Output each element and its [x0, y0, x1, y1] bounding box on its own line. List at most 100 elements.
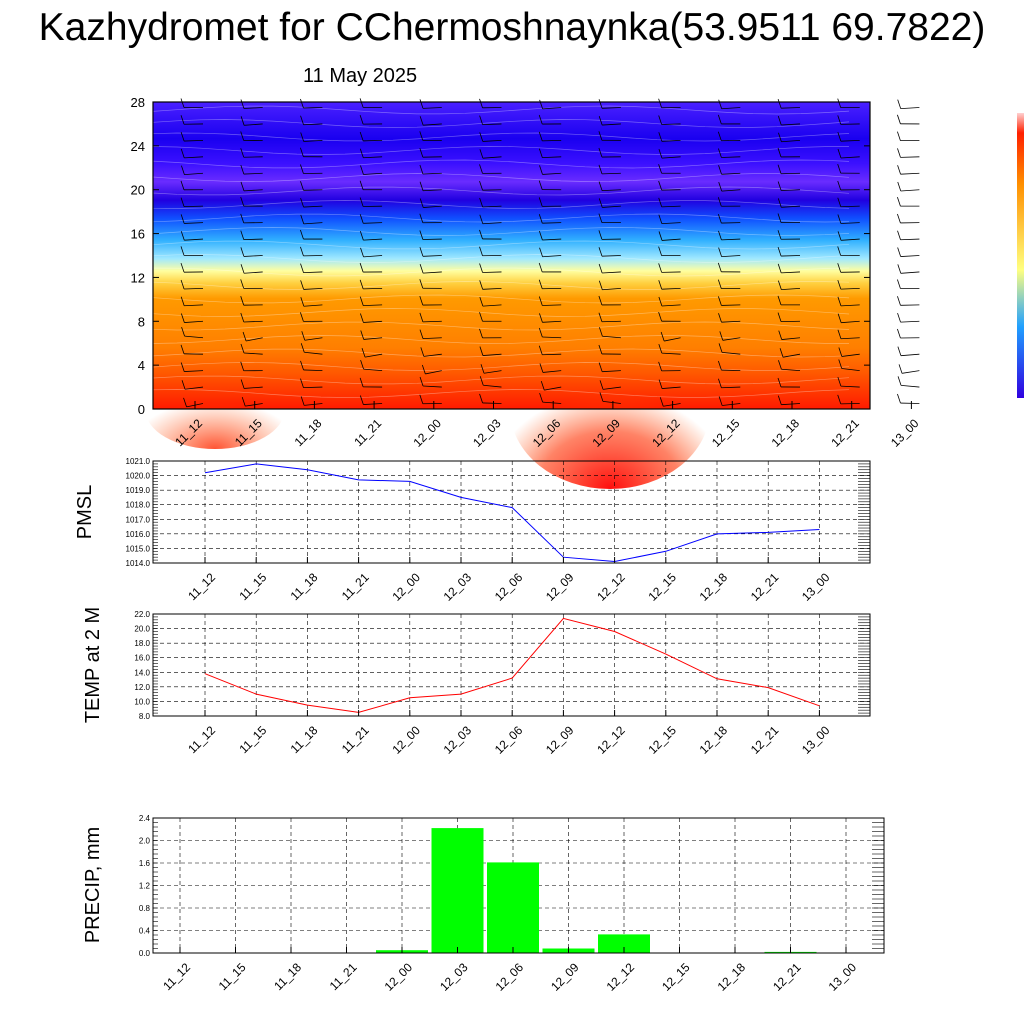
wind-barb-flag: [717, 296, 722, 306]
wind-barb-flag: [419, 329, 424, 339]
wind-barb-flag: [419, 263, 424, 274]
wind-barb: [542, 320, 562, 323]
contour-line: [152, 173, 850, 182]
p1-x-tick-label: 12_06: [492, 570, 526, 604]
wind-barb-flag: [718, 247, 722, 257]
wind-barb: [900, 189, 920, 192]
heatmap-y-tick-label: 8: [138, 314, 145, 329]
wind-barb-flag: [598, 362, 603, 372]
wind-barb: [303, 189, 323, 191]
wind-barb-flag: [300, 360, 304, 371]
p1-y-tick-label: 1017.0: [126, 515, 151, 524]
wind-barb-flag: [479, 328, 483, 338]
wind-barb-flag: [300, 246, 304, 256]
wind-barb-flag: [658, 164, 662, 174]
wind-barb: [303, 205, 323, 208]
p3-x-tick-label: 12_18: [715, 960, 749, 994]
wind-barb: [246, 337, 263, 342]
wind-barb-flag: [301, 331, 306, 341]
wind-barb-flag: [837, 246, 842, 256]
wind-barb-flag: [300, 280, 305, 290]
wind-barb: [423, 271, 442, 274]
wind-barb: [781, 139, 801, 143]
wind-barb: [602, 287, 621, 291]
contour-line: [152, 186, 850, 196]
wind-barb-flag: [539, 230, 543, 241]
wind-barb: [243, 189, 263, 192]
wind-barb-flag: [538, 114, 543, 125]
wind-barb: [781, 205, 801, 208]
contour-line: [152, 375, 850, 385]
wind-barb-flag: [598, 131, 603, 141]
p3-y-tick-label: 2.4: [139, 814, 151, 823]
wind-barb: [900, 238, 920, 241]
wind-barb: [363, 368, 383, 372]
wind-barb-flag: [419, 376, 424, 387]
p2-y-tick-label: 16.0: [134, 654, 150, 663]
p2-y-tick-label: 14.0: [134, 668, 150, 677]
wind-barb-flag: [240, 213, 245, 223]
wind-barb-flag: [777, 246, 782, 257]
wind-barb: [243, 172, 263, 175]
wind-barb-flag: [658, 197, 663, 207]
wind-barb: [602, 123, 621, 126]
p2-x-tick-label: 12_21: [748, 723, 782, 757]
wind-barb: [423, 353, 442, 357]
heatmap-x-tick-label: 12_21: [828, 416, 862, 450]
wind-barb-flag: [777, 147, 782, 158]
wind-barb-flag: [359, 230, 364, 241]
wind-barb-flag: [539, 393, 543, 403]
heatmap-x-tick-label: 13_00: [888, 416, 922, 450]
wind-barb-flag: [240, 148, 245, 158]
wind-barb: [544, 386, 562, 391]
p2-x-tick-label: 12_00: [389, 723, 423, 757]
wind-barb: [661, 287, 681, 290]
wind-barb-flag: [658, 231, 663, 241]
wind-barb-flag: [598, 230, 603, 240]
wind-barb: [363, 337, 383, 340]
wind-barb-flag: [300, 263, 304, 273]
wind-barb: [482, 156, 502, 159]
wind-barb-flag: [779, 348, 784, 358]
wind-barb-flag: [180, 246, 185, 256]
wind-barb: [663, 403, 681, 407]
wind-barb-flag: [539, 313, 543, 323]
wind-barb: [184, 304, 204, 307]
p3-y-tick-label: 1.6: [139, 859, 151, 868]
p1-x-tick-label: 11_21: [339, 570, 372, 603]
wind-barb: [900, 271, 920, 274]
temp-frame: [152, 613, 871, 717]
wind-barb: [722, 337, 741, 341]
wind-barb-flag: [777, 312, 782, 322]
wind-barb: [363, 304, 383, 307]
wind-barb: [721, 255, 741, 258]
wind-barb-flag: [658, 379, 663, 389]
wind-barb-flag: [359, 377, 364, 387]
wind-barb-flag: [479, 280, 484, 290]
p3-y-tick-label: 0.8: [139, 904, 151, 913]
wind-barb-flag: [359, 296, 364, 306]
wind-barb-flag: [300, 229, 304, 240]
wind-barb: [482, 287, 502, 290]
wind-barb-flag: [717, 279, 722, 289]
wind-barb: [482, 271, 502, 273]
wind-barb: [781, 123, 801, 126]
pmsl-y-axis: 1014.0 1015.0 1016.0 1017.0 1018.0 1019.0 1020…: [126, 457, 870, 568]
wind-barb: [602, 386, 621, 390]
wind-barb: [423, 205, 442, 208]
wind-barb-flag: [300, 312, 304, 322]
p3-y-tick-label: 0.0: [139, 949, 151, 958]
wind-barb-flag: [539, 363, 544, 373]
wind-barb-flag: [718, 181, 723, 192]
wind-barb: [840, 156, 860, 159]
heatmap-y-axis: 0 4 8 12 16 20 24 28: [131, 95, 870, 417]
wind-barb: [661, 238, 681, 241]
heatmap-x-tick-label: 11_21: [351, 416, 384, 449]
wind-barb: [363, 320, 383, 323]
wind-barb: [900, 172, 920, 175]
contour-line: [152, 119, 850, 128]
wind-barb-flag: [240, 164, 245, 175]
wind-barb: [721, 369, 741, 372]
p2-x-tick-label: 11_18: [288, 723, 321, 756]
wind-barb-flag: [717, 197, 722, 207]
